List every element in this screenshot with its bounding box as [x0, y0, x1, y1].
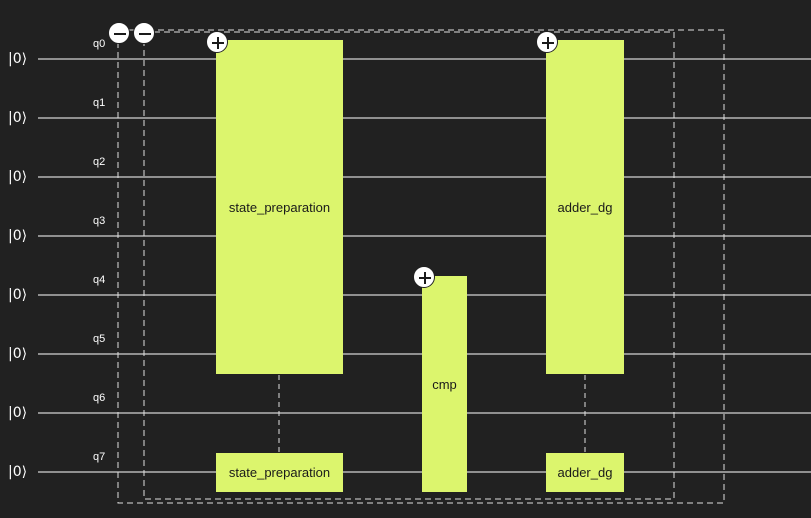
plus-glyph-vertical [424, 272, 426, 284]
cmp-gate[interactable]: cmp [422, 276, 467, 492]
minus-glyph [114, 33, 126, 35]
qubit-label-q2: q2 [93, 156, 106, 168]
minus-glyph [139, 33, 151, 35]
qubit-label-q4: q4 [93, 274, 106, 286]
outer-group-box [117, 29, 725, 504]
qubit-label-q1: q1 [93, 97, 106, 109]
qubit-label-q3: q3 [93, 215, 106, 227]
qubit-label-q0: q0 [93, 38, 106, 50]
qubit-init-q0: |0⟩ [8, 51, 28, 67]
expand-state-preparation-icon[interactable] [206, 31, 228, 53]
adder-dg-gate-label: adder_dg [557, 199, 613, 215]
expand-cmp-icon[interactable] [413, 266, 435, 288]
plus-glyph-vertical [547, 37, 549, 49]
qubit-label-q7: q7 [93, 451, 106, 463]
qubit-init-q3: |0⟩ [8, 228, 28, 244]
plus-glyph-vertical [217, 37, 219, 49]
qubit-init-q6: |0⟩ [8, 405, 28, 421]
state-preparation-lower-label: state_preparation [228, 465, 331, 480]
adder-dg-gate-lower[interactable]: adder_dg [546, 453, 624, 492]
adder-dg-gate[interactable]: adder_dg [546, 40, 624, 374]
adder-dg-lower-label: adder_dg [557, 465, 613, 480]
collapse-inner-icon[interactable] [133, 22, 155, 44]
qubit-init-q5: |0⟩ [8, 346, 28, 362]
state-preparation-gate[interactable]: state_preparation [216, 40, 343, 374]
qubit-init-q1: |0⟩ [8, 110, 28, 126]
qubit-label-q6: q6 [93, 392, 106, 404]
qubit-label-q5: q5 [93, 333, 106, 345]
expand-adder-dg-icon[interactable] [536, 31, 558, 53]
collapse-outer-icon[interactable] [108, 22, 130, 44]
cmp-gate-label: cmp [432, 376, 457, 392]
state-preparation-gate-label: state_preparation [228, 199, 331, 215]
qubit-init-q2: |0⟩ [8, 169, 28, 185]
qubit-init-q4: |0⟩ [8, 287, 28, 303]
inner-group-box [143, 31, 675, 500]
qubit-init-q7: |0⟩ [8, 464, 28, 480]
state-preparation-gate-lower[interactable]: state_preparation [216, 453, 343, 492]
